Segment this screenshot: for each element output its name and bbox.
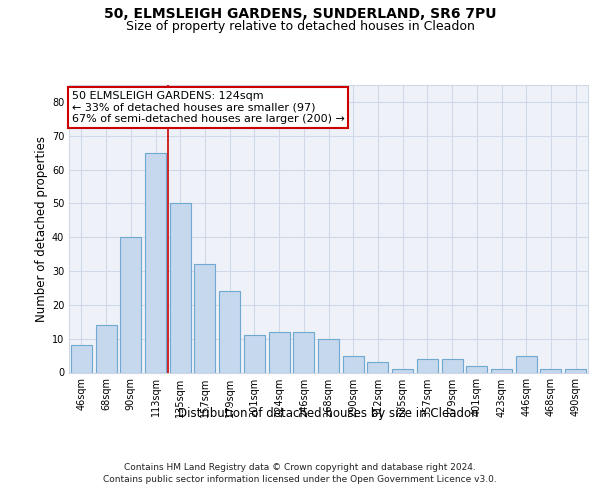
Text: Contains public sector information licensed under the Open Government Licence v3: Contains public sector information licen… <box>103 475 497 484</box>
Bar <box>170 204 191 372</box>
Bar <box>194 264 215 372</box>
Bar <box>417 359 438 372</box>
Bar <box>219 292 240 372</box>
Bar <box>120 237 141 372</box>
Y-axis label: Number of detached properties: Number of detached properties <box>35 136 47 322</box>
Text: Size of property relative to detached houses in Cleadon: Size of property relative to detached ho… <box>125 20 475 33</box>
Bar <box>367 362 388 372</box>
Bar <box>269 332 290 372</box>
Text: 50, ELMSLEIGH GARDENS, SUNDERLAND, SR6 7PU: 50, ELMSLEIGH GARDENS, SUNDERLAND, SR6 7… <box>104 8 496 22</box>
Bar <box>491 369 512 372</box>
Text: Contains HM Land Registry data © Crown copyright and database right 2024.: Contains HM Land Registry data © Crown c… <box>124 462 476 471</box>
Bar <box>293 332 314 372</box>
Bar <box>318 338 339 372</box>
Bar <box>95 325 116 372</box>
Bar <box>392 369 413 372</box>
Text: Distribution of detached houses by size in Cleadon: Distribution of detached houses by size … <box>178 408 479 420</box>
Bar <box>516 356 537 372</box>
Bar <box>442 359 463 372</box>
Bar <box>541 369 562 372</box>
Text: 50 ELMSLEIGH GARDENS: 124sqm
← 33% of detached houses are smaller (97)
67% of se: 50 ELMSLEIGH GARDENS: 124sqm ← 33% of de… <box>71 91 344 124</box>
Bar <box>565 369 586 372</box>
Bar <box>71 346 92 372</box>
Bar <box>145 152 166 372</box>
Bar <box>466 366 487 372</box>
Bar <box>244 336 265 372</box>
Bar <box>343 356 364 372</box>
